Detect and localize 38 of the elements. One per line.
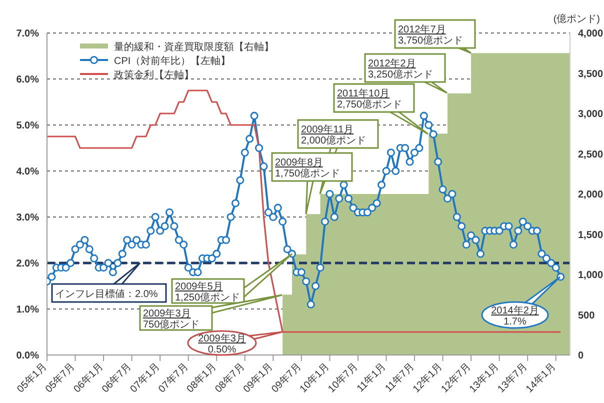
y2-tick-label: 1,000 (578, 270, 604, 282)
callout: 2012年7月 3,750億ポンド (394, 19, 476, 54)
annotation: 2009年3月 0.50% (198, 332, 246, 356)
annotation: 2009年5月 1,250億ポンド (175, 280, 240, 304)
annotation: 2012年7月 3,750億ポンド (398, 24, 464, 46)
y2-tick-label: 4,000 (578, 28, 604, 40)
y2-tick-label: 3,500 (578, 68, 604, 80)
y2-tick-label: 0 (578, 350, 584, 362)
ref-line-label: インフレ目標値：2.0% (55, 288, 158, 300)
y-tick-label: 5.0% (16, 120, 40, 132)
callout: 2009年5月 1,250億ポンド (171, 253, 293, 304)
legend-label: 政策金利【左軸】 (114, 69, 194, 81)
y-tick-label: 0.0% (16, 350, 40, 362)
y-tick-label: 1.0% (16, 304, 40, 316)
y2-tick-label: 3,000 (578, 109, 604, 120)
y2-tick-label: 2,500 (578, 149, 604, 160)
callout: 2009年3月 0.50% (187, 330, 283, 356)
y2-tick-label: 2,000 (578, 190, 604, 201)
callout: 2014年2月 1.7% (481, 276, 561, 329)
callout: 2009年8月 1,750億ポンド (271, 152, 353, 215)
annotation: 2009年8月 1,750億ポンド (275, 156, 340, 180)
callout: インフレ目標値：2.0% (51, 262, 167, 303)
annotation: 2012年2月 3,250億ポンド (368, 58, 434, 80)
y-tick-label: 7.0% (16, 28, 40, 40)
annotation: 2014年2月 1.7% (491, 304, 539, 328)
y-tick-label: 4.0% (16, 166, 40, 178)
legend-label: CPI（対前年比）【左軸】 (114, 55, 231, 67)
annotation: 2009年3月 750億ポンド (143, 308, 200, 330)
y-tick-label: 3.0% (16, 212, 40, 224)
y2-tick-label: 500 (578, 310, 596, 322)
y-tick-label: 2.0% (16, 258, 40, 270)
annotation: 2011年10月 2,750億ポンド (337, 88, 402, 110)
annotation: 2009年11月 2,000億ポンド (301, 124, 366, 146)
legend-label: 量的緩和・資産買取限度額【右軸】 (114, 41, 274, 53)
y2-tick-label: 1,500 (578, 230, 604, 241)
line-series (47, 90, 562, 333)
y2-axis-title: (億ポンド) (553, 13, 600, 25)
y-tick-label: 6.0% (16, 74, 40, 86)
